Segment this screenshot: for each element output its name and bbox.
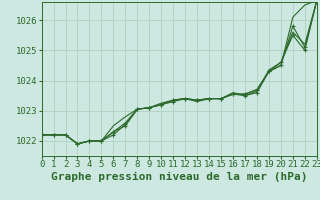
X-axis label: Graphe pression niveau de la mer (hPa): Graphe pression niveau de la mer (hPa): [51, 172, 308, 182]
